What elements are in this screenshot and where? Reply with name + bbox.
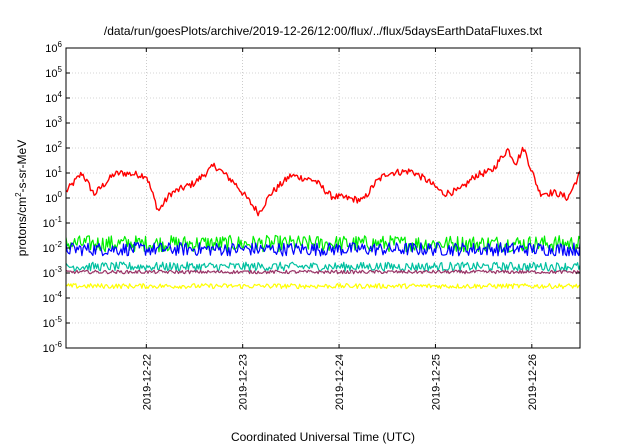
series-line-1 (66, 146, 580, 217)
x-tick-label: 2019-12-23 (238, 354, 250, 410)
series-line-6 (66, 269, 580, 275)
chart-title: /data/run/goesPlots/archive/2019-12-26/1… (104, 24, 543, 38)
y-axis: 106 105 104 103 102 101 100 10-1 10-2 10-3 10-4 10-… (43, 40, 580, 355)
x-axis-label: Coordinated Universal Time (UTC) (231, 430, 415, 444)
y-tick-label: 10-2 (43, 240, 63, 255)
x-tick-label: 2019-12-22 (141, 354, 153, 410)
y-axis-label-superscript: 2 (14, 192, 23, 197)
plot-frame (65, 47, 581, 349)
y-axis-label: protons/cm2-s-sr-MeV (14, 140, 29, 256)
y-tick-label: 10-6 (43, 340, 63, 355)
y-tick-label: 105 (45, 65, 62, 80)
y-tick-label: 104 (45, 90, 62, 105)
y-tick-label: 101 (45, 165, 62, 180)
y-tick-label: 10-5 (43, 315, 63, 330)
y-tick-label: 10-4 (43, 290, 63, 305)
series-line-5 (66, 283, 580, 290)
y-axis-label-main: protons/cm (15, 197, 29, 256)
y-tick-label: 10-3 (43, 265, 63, 280)
grid-lines (66, 48, 580, 348)
y-tick-label: 103 (45, 115, 62, 130)
y-tick-label: 100 (45, 190, 62, 205)
x-axis: 2019-12-22 2019-12-23 2019-12-24 2019-12-25… (141, 48, 539, 410)
series-line-3 (66, 241, 580, 257)
x-tick-label: 2019-12-24 (334, 354, 346, 410)
y-tick-label: 102 (45, 140, 62, 155)
y-tick-label: 106 (45, 40, 62, 55)
y-tick-label: 10-1 (43, 215, 63, 230)
y-axis-label-tail: -s-sr-MeV (15, 140, 29, 193)
series-line-4 (66, 261, 580, 272)
x-tick-label: 2019-12-26 (527, 354, 539, 410)
series-layer (66, 146, 580, 290)
x-tick-label: 2019-12-25 (430, 354, 442, 410)
